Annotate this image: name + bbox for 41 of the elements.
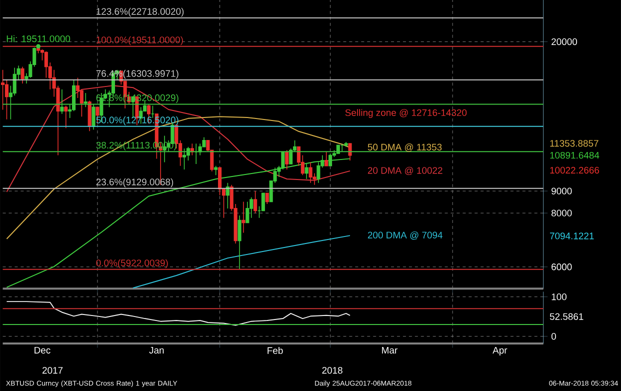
ref-line-label: 100.0%(19511.0000): [96, 36, 183, 46]
annotation: Selling zone @ 12716-14320: [345, 108, 467, 118]
y-tick-label: 9000: [552, 188, 572, 194]
x-tick-label: Apr: [492, 346, 508, 356]
ref-line-label: 0.0%(5922.0039): [96, 259, 168, 268]
candlestick: [64, 105, 68, 128]
x-tick-label: Feb: [268, 346, 283, 354]
candlestick: [246, 201, 250, 223]
candlestick: [238, 214, 242, 270]
text: 2017: [42, 366, 63, 374]
candlestick: [344, 141, 348, 148]
candlestick: [214, 165, 218, 176]
annotation: Hi: 19511.0000: [6, 35, 70, 42]
annotation: 20 DMA @ 10022: [368, 166, 442, 175]
candlestick: [20, 66, 24, 84]
candlestick: [324, 151, 328, 166]
line-series: [6, 300, 351, 326]
candlestick: [265, 192, 269, 204]
text: 11353.8857: [550, 140, 598, 147]
y-tick-label: 6000: [552, 263, 572, 270]
candlestick: [308, 162, 312, 184]
candlestick: [254, 190, 258, 214]
annotation: 50 DMA @ 11353: [368, 143, 442, 152]
y-tick-label: 20000: [552, 38, 578, 45]
annotation: 200 DMA @ 7094: [368, 231, 442, 240]
ref-line-label: 123.6%(22718.0020): [96, 8, 184, 17]
text: 52.5861: [550, 313, 584, 320]
text: 10022.2666: [550, 166, 600, 174]
y-tick-label: 100: [552, 293, 567, 300]
candlestick: [285, 150, 289, 170]
candlestick: [304, 164, 308, 180]
text: 2018: [322, 366, 342, 374]
x-tick-label: Dec: [34, 346, 50, 354]
y-tick-label: 8000: [552, 210, 572, 216]
x-tick-label: Mar: [382, 346, 398, 354]
text: 7094.1221: [550, 232, 594, 240]
candlestick: [348, 143, 352, 161]
y-tick-label: 0: [551, 332, 556, 340]
x-tick-label: Jan: [149, 346, 164, 354]
candlestick: [242, 201, 246, 234]
text: 10891.6484: [550, 152, 600, 159]
